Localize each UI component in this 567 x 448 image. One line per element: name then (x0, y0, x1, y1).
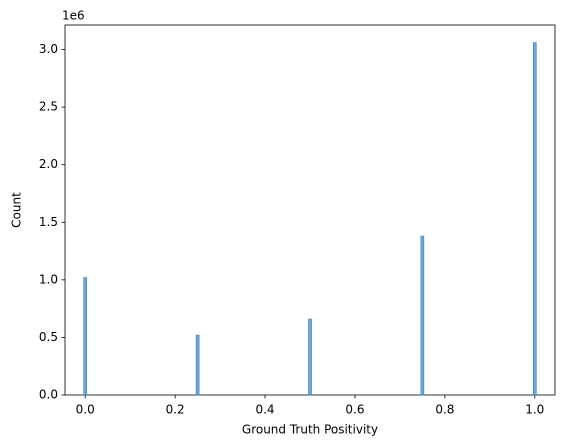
bar (532, 42, 537, 396)
bar (308, 318, 312, 396)
x-tick-label: 1.0 (525, 403, 544, 417)
x-tick-label: 0.0 (76, 403, 95, 417)
y-tick-label: 3.0 (39, 42, 58, 56)
y-tick-label: 2.0 (39, 157, 58, 171)
offset-text: 1e6 (62, 9, 85, 23)
y-tick-label: 1.5 (39, 215, 58, 229)
y-axis-label: Count (10, 192, 24, 228)
x-axis-label: Ground Truth Positivity (242, 423, 378, 437)
y-tick-label: 0.5 (39, 330, 58, 344)
bar (83, 277, 88, 396)
x-tick-label: 0.8 (435, 403, 454, 417)
x-tick-label: 0.4 (255, 403, 274, 417)
x-tick-label: 0.6 (345, 403, 364, 417)
y-tick-label: 0.0 (39, 388, 58, 402)
bar (420, 235, 425, 396)
x-tick-label: 0.2 (166, 403, 185, 417)
y-tick-label: 1.0 (39, 272, 58, 286)
bar (195, 334, 200, 396)
y-tick-label: 2.5 (39, 100, 58, 114)
